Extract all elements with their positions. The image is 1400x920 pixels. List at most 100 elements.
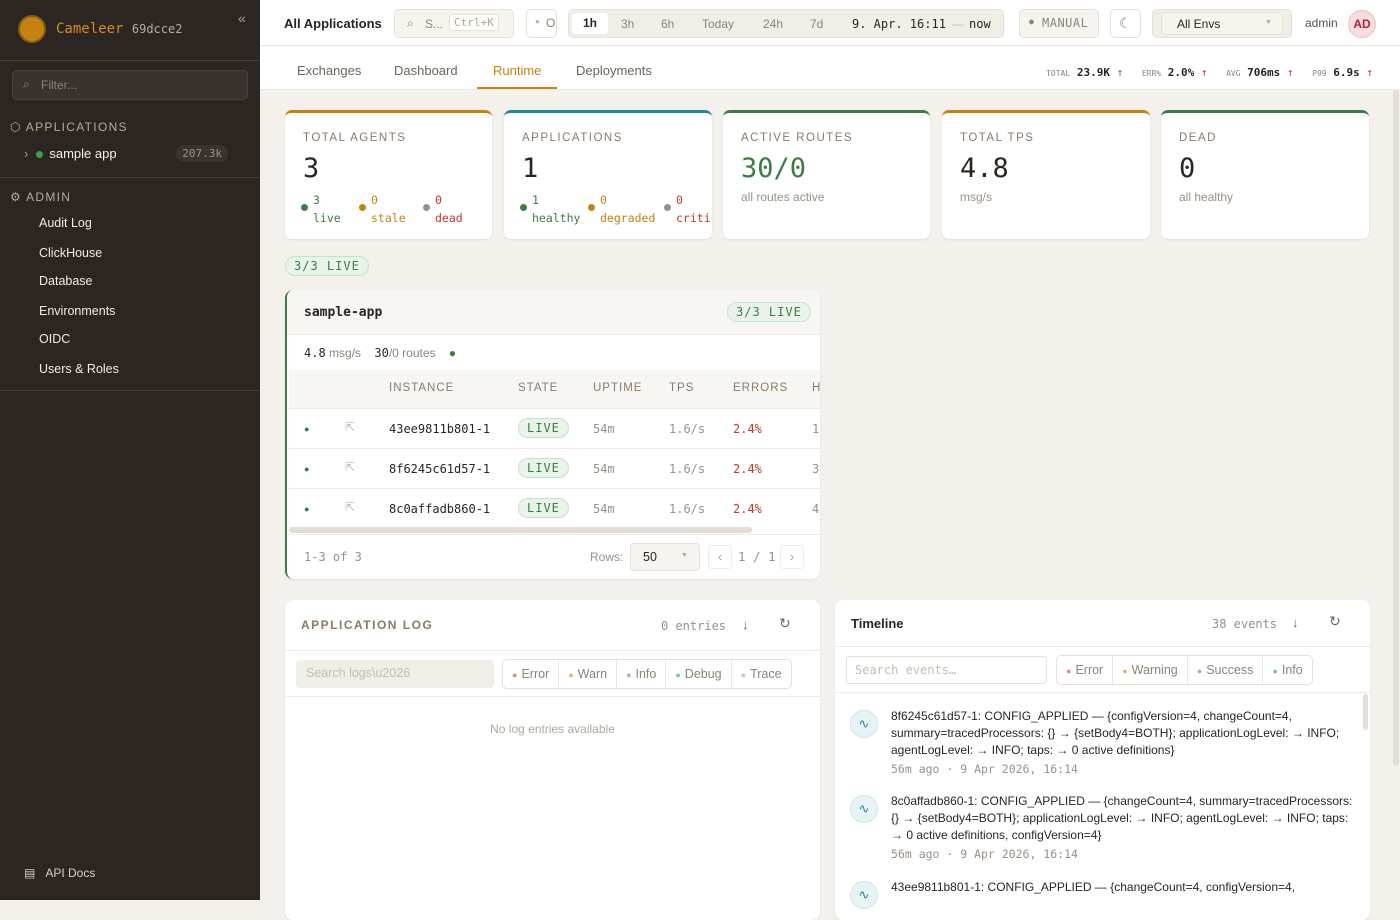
api-docs-link[interactable]: ▤ API Docs <box>24 866 95 880</box>
status-dot: ● <box>304 424 310 434</box>
arrow-up-icon: ↑ <box>1286 66 1294 79</box>
refresh-icon[interactable]: ↻ <box>779 615 791 631</box>
admin-section-header[interactable]: ⚙ ADMIN <box>10 190 71 204</box>
arrow-up-icon: ↑ <box>1200 66 1208 79</box>
tab-deployments[interactable]: Deployments <box>576 63 652 78</box>
tab-exchanges[interactable]: Exchanges <box>297 63 362 78</box>
avatar[interactable]: AD <box>1348 10 1376 38</box>
event-search-input[interactable]: Search events… <box>846 656 1047 684</box>
arrow-down-icon[interactable]: ↓ <box>742 617 749 632</box>
sidebar-item-oidc[interactable]: OIDC <box>39 332 71 346</box>
instance-id[interactable]: 8f6245c61d57-1 <box>389 462 491 476</box>
tab-runtime[interactable]: Runtime <box>476 63 558 89</box>
time-range-today[interactable]: Today <box>702 17 735 31</box>
table-row[interactable]: ● ⇱ 8c0affadb860-1 LIVE 54m 1.6/s 2.4% 4 <box>287 488 820 528</box>
sidebar-item-audit-log[interactable]: Audit Log <box>39 216 92 230</box>
sidebar: Cameleer 69dcce2 « ⌕ Filter... ⬡ APPLICATI… <box>0 0 260 900</box>
range-to[interactable]: now <box>969 17 991 31</box>
table-row[interactable]: ● ⇱ 43ee9811b801-1 LIVE 54m 1.6/s 2.4% 1 <box>287 408 820 448</box>
errors: 2.4% <box>733 422 762 436</box>
refresh-icon[interactable]: ↻ <box>1329 613 1341 629</box>
uptime: 54m <box>593 422 615 436</box>
range-separator: — <box>952 17 964 31</box>
page-indicator: 1 / 1 <box>738 549 776 564</box>
chevron-right-icon[interactable]: › <box>24 146 29 161</box>
filter-warning[interactable]: ● Warning <box>1113 656 1188 684</box>
rows-per-page-select[interactable]: 50 ▼ <box>630 543 700 571</box>
filter-debug[interactable]: ● Debug <box>666 660 732 688</box>
card-total-tps: TOTAL TPS 4.8 msg/s <box>942 110 1150 239</box>
time-range-24h[interactable]: 24h <box>763 17 784 31</box>
chevron-down-icon: ▼ <box>681 552 688 559</box>
card-value: 1 <box>522 153 539 184</box>
sidebar-item-environments[interactable]: Environments <box>39 304 116 318</box>
timeline-scrollbar[interactable] <box>1363 694 1368 730</box>
filter-error[interactable]: ● Error <box>503 660 560 688</box>
activity-icon: ∿ <box>850 710 878 738</box>
table-row[interactable]: ● ⇱ 8f6245c61d57-1 LIVE 54m 1.6/s 2.4% 3 <box>287 448 820 488</box>
status-dot: ● <box>304 464 310 474</box>
errors: 2.4% <box>733 502 762 516</box>
search-button[interactable]: ⌕ S... Ctrl+K <box>394 9 514 38</box>
app-name[interactable]: sample-app <box>304 305 383 320</box>
open-external-icon[interactable]: ⇱ <box>345 420 356 434</box>
status-toggle-label: O <box>546 16 556 30</box>
instance-id[interactable]: 8c0affadb860-1 <box>389 502 491 516</box>
filter-warn[interactable]: ● Warn <box>559 660 618 688</box>
environment-select[interactable]: All Envs ▼ <box>1152 9 1292 38</box>
applications-section-header[interactable]: ⬡ APPLICATIONS <box>10 120 128 134</box>
log-search-input[interactable]: Search logs\u2026 <box>296 660 494 688</box>
card-active-routes: ACTIVE ROUTES 30/0 all routes active <box>723 110 930 239</box>
sidebar-item-clickhouse[interactable]: ClickHouse <box>39 246 103 260</box>
time-range-7d[interactable]: 7d <box>810 17 824 31</box>
sidebar-item-database[interactable]: Database <box>39 274 93 288</box>
timeline-event[interactable]: 8f6245c61d57-1: CONFIG_APPLIED — {config… <box>891 709 1340 776</box>
column-header-tps[interactable]: TPS <box>669 382 695 394</box>
kpi-strip: TOTAL 23.9K ↑ ERR% 2.0% ↑ AVG 706ms ↑ P9… <box>1034 66 1373 79</box>
page-scrollbar[interactable] <box>1393 90 1399 766</box>
stale-count: 0 stale <box>359 191 406 227</box>
app-count-badge: 207.3k <box>176 145 228 162</box>
column-header-h[interactable]: H <box>812 382 820 394</box>
range-from[interactable]: 9. Apr. 16:11 <box>852 17 946 31</box>
brand[interactable]: Cameleer 69dcce2 <box>56 21 182 37</box>
filter-info[interactable]: ● Info <box>617 660 667 688</box>
theme-toggle[interactable]: ☾ <box>1110 9 1141 38</box>
filter-info[interactable]: ● Info <box>1272 663 1303 677</box>
instance-id[interactable]: 43ee9811b801-1 <box>389 422 491 436</box>
next-page-button[interactable]: › <box>780 545 804 569</box>
status-toggle[interactable]: ● O <box>526 9 557 38</box>
time-range-3h[interactable]: 3h <box>621 17 635 31</box>
time-range-selector: 1h 3h 6h Today 24h 7d 9. Apr. 16:11 — no… <box>568 9 1004 38</box>
sidebar-filter-input[interactable]: ⌕ Filter... <box>12 70 248 100</box>
time-range-6h[interactable]: 6h <box>661 17 675 31</box>
env-select-value: All Envs <box>1177 17 1221 31</box>
horizontal-scrollbar[interactable] <box>289 527 752 533</box>
tab-dashboard[interactable]: Dashboard <box>394 63 458 78</box>
tabs-bar: Exchanges Dashboard Runtime Deployments … <box>260 46 1400 90</box>
column-header-uptime[interactable]: UPTIME <box>593 382 643 394</box>
column-header-state[interactable]: STATE <box>518 382 559 394</box>
degraded-count: 0 degraded <box>588 191 655 227</box>
arrow-up-icon: ↑ <box>1116 66 1124 79</box>
card-title: TOTAL TPS <box>960 132 1035 144</box>
username[interactable]: admin <box>1305 16 1338 30</box>
column-header-errors[interactable]: ERRORS <box>733 382 789 394</box>
time-range-1h[interactable]: 1h <box>572 13 608 34</box>
filter-success[interactable]: ● Success <box>1188 656 1264 684</box>
timeline-event[interactable]: 8c0affadb860-1: CONFIG_APPLIED — {change… <box>891 794 1353 861</box>
filter-trace[interactable]: ● Trace <box>740 667 782 681</box>
timeline-event[interactable]: 43ee9811b801-1: CONFIG_APPLIED — {change… <box>891 880 1296 894</box>
filter-error[interactable]: ● Error <box>1057 656 1114 684</box>
refresh-mode-button[interactable]: ● MANUAL <box>1019 9 1099 38</box>
prev-page-button[interactable]: ‹ <box>708 545 732 569</box>
open-external-icon[interactable]: ⇱ <box>345 500 356 514</box>
open-external-icon[interactable]: ⇱ <box>345 460 356 474</box>
collapse-sidebar-icon[interactable]: « <box>238 10 246 26</box>
sidebar-app-sample-app[interactable]: › sample app 207.3k <box>24 145 228 164</box>
column-header-instance[interactable]: INSTANCE <box>389 382 455 394</box>
arrow-down-icon[interactable]: ↓ <box>1292 615 1299 630</box>
application-log-panel: APPLICATION LOG 0 entries ↓ ↻ Search log… <box>285 600 820 920</box>
sidebar-item-users-roles[interactable]: Users & Roles <box>39 362 119 376</box>
app-stats: 4.8 msg/s 30/0 routes ● <box>304 346 457 360</box>
